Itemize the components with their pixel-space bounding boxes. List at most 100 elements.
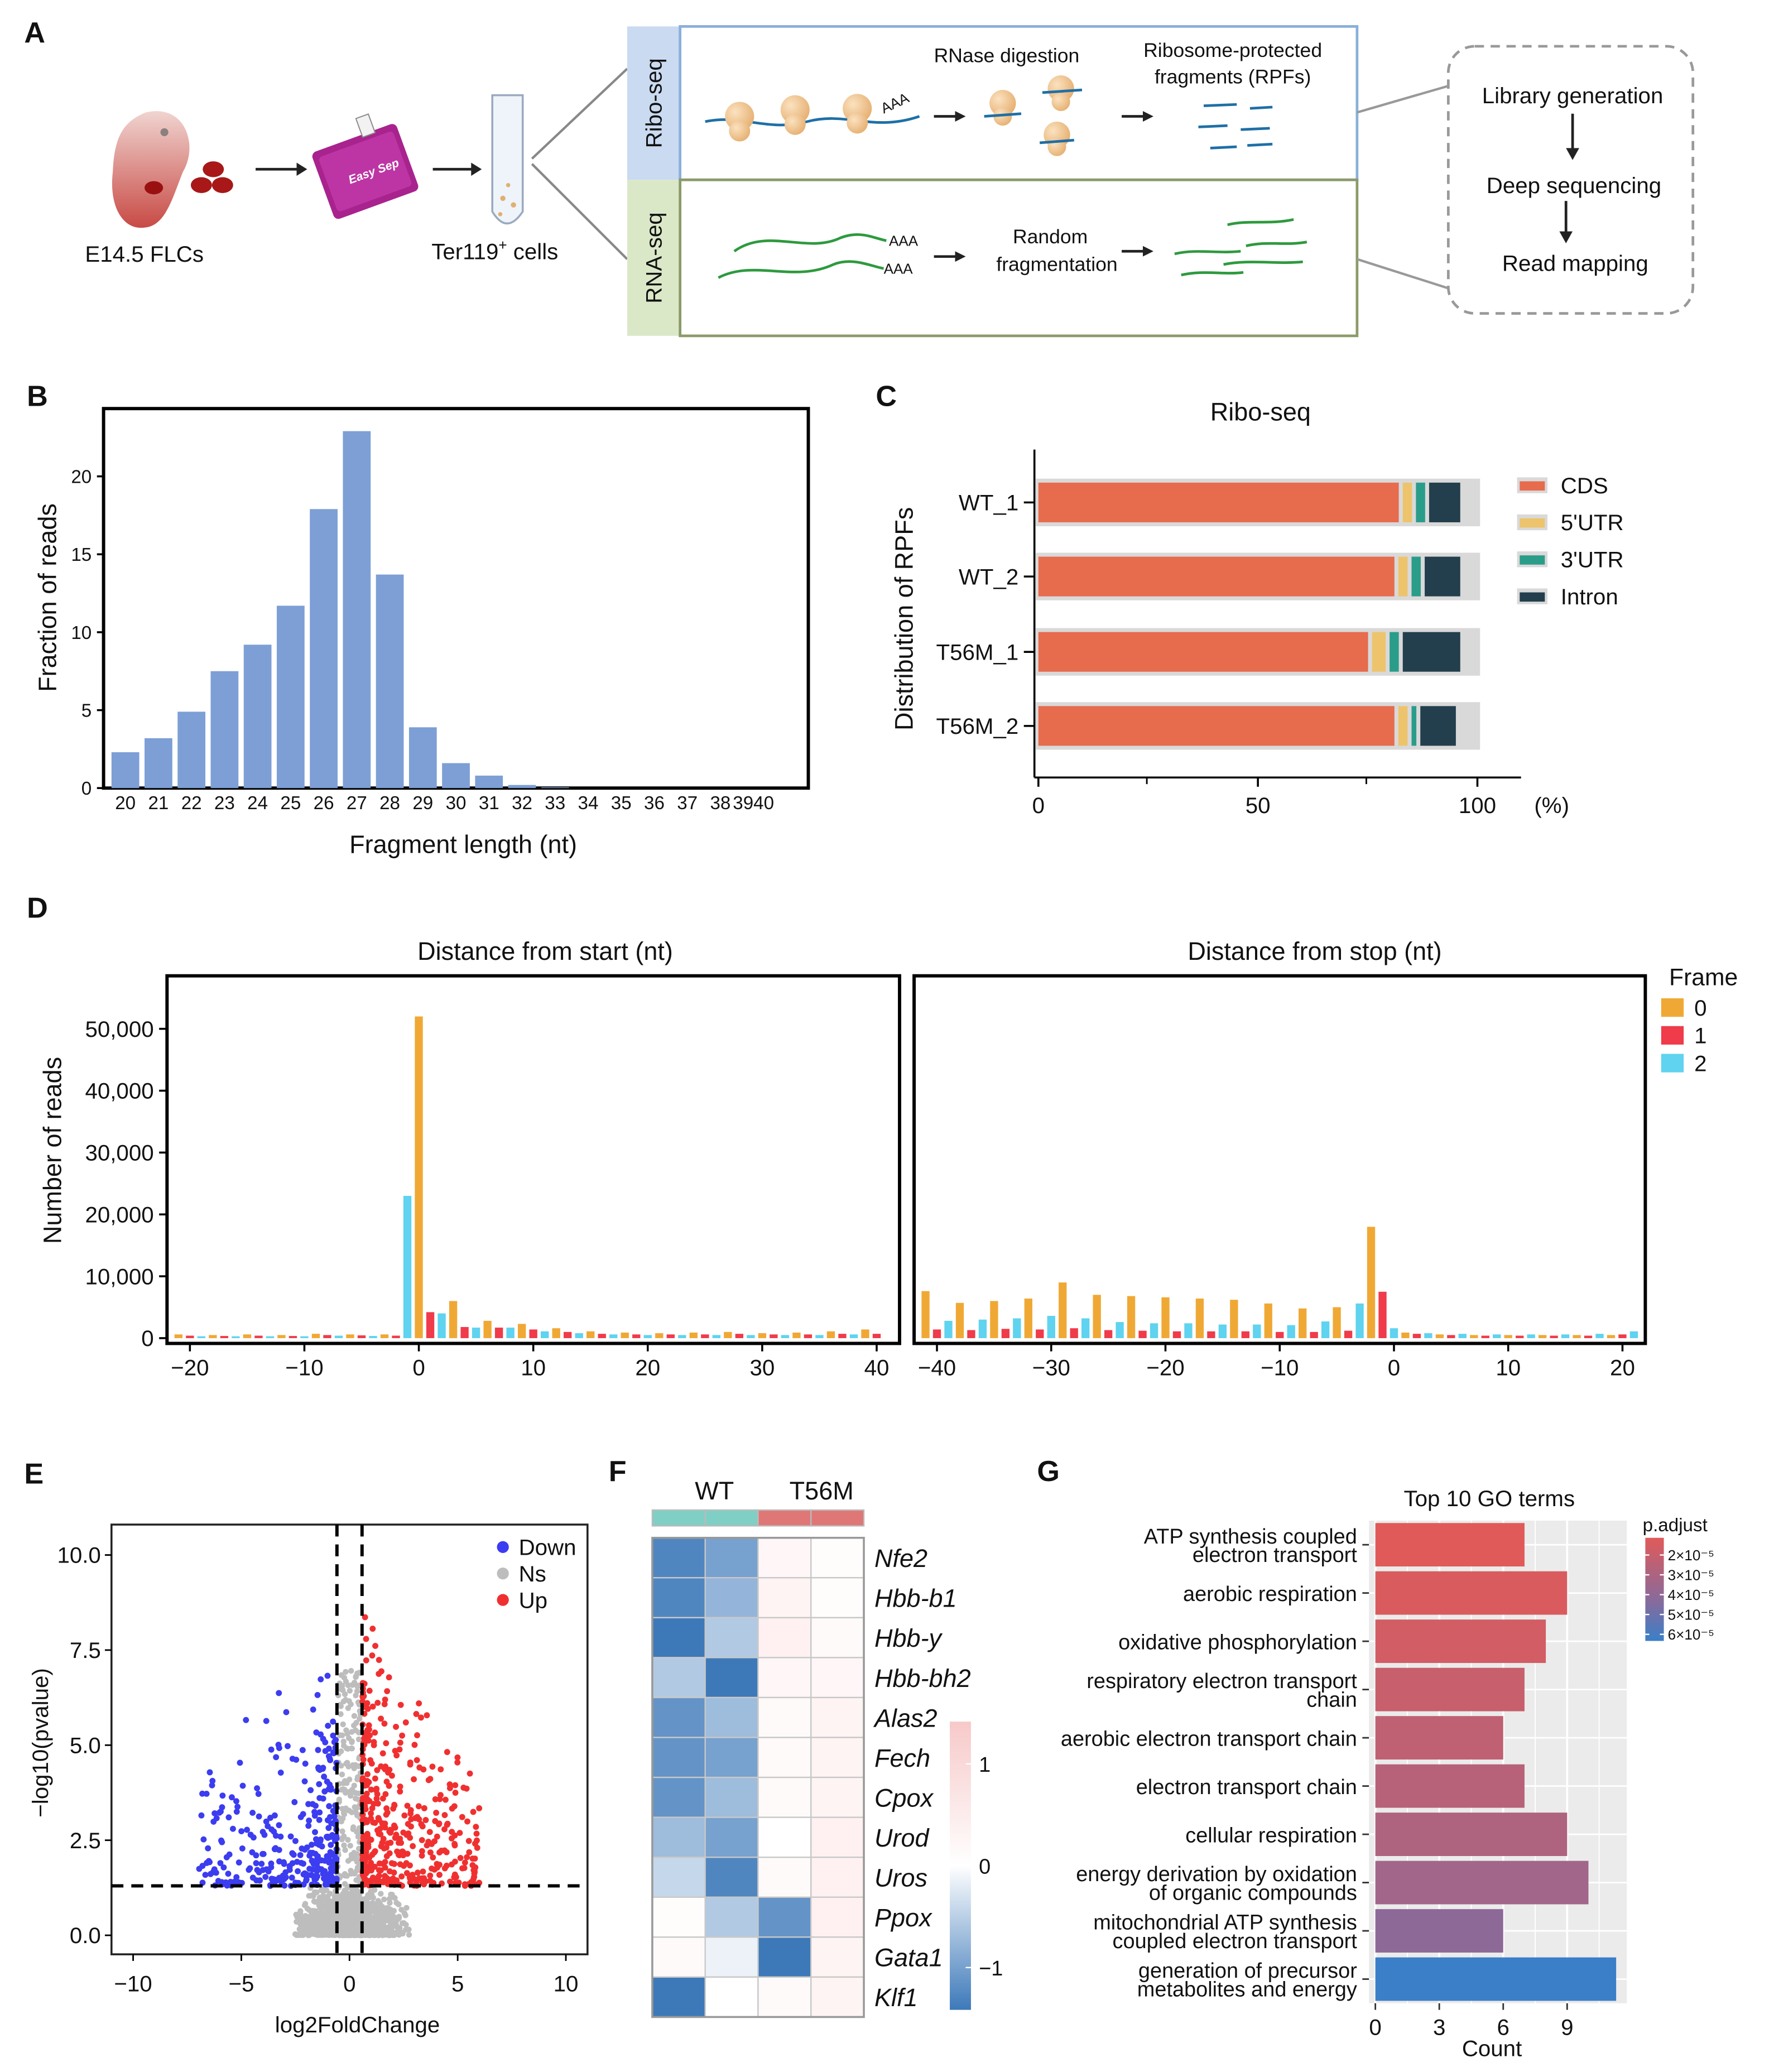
chart-e-point-ns [331,1893,338,1900]
panel-a: A E14.5 FLCs Easy Sep [24,17,1695,338]
chart-b-bars [111,431,569,789]
chart-g-xticks: 0 3 6 9 [1369,2003,1574,2040]
heatmap-cell-Nfe2-2 [757,1537,812,1579]
chart-e-point-up [457,1855,464,1861]
chart-e-point-up [383,1740,390,1747]
chart-b-xtick: 34 [578,793,599,814]
chart-d-ytick: 10,000 [85,1264,153,1289]
heatmap-row-label: Uros [874,1864,927,1892]
chart-e-xtick: 10 [554,1971,579,1996]
chart-d-bar [1355,1303,1364,1338]
chart-e-point-down [316,1795,323,1801]
chart-e-point-up [444,1821,450,1828]
chart-e-point-ns [384,1914,390,1921]
chart-d-bar [426,1312,435,1338]
chart-e-point-down [226,1851,233,1858]
chart-e-point-ns [388,1891,394,1898]
chart-g-bar [1375,1813,1568,1857]
heatmap-cell-Uros-3 [810,1857,865,1898]
chart-e-point-down [308,1842,315,1848]
chart-c-category: T56M_2 [936,714,1019,739]
chart-d-bar [815,1335,824,1338]
chart-e-point-up [364,1771,371,1777]
chart-e-point-up [406,1874,413,1881]
chart-e-point-down [287,1833,294,1840]
chart-d-bar [678,1335,686,1338]
chart-e-point-ns [391,1908,397,1914]
chart-c-legend-swatch [1520,518,1545,528]
panel-c-label: C [876,380,897,412]
chart-g-xtick: 9 [1561,2015,1573,2040]
chart-d-ylabel: Number of reads [39,1057,67,1244]
heatmap-cell-Urod-3 [810,1816,865,1858]
chart-e-point-down [324,1834,330,1840]
chart-e-point-up [372,1729,378,1736]
chart-g-term: energy derivation by oxidation [1076,1863,1357,1886]
chart-g-term: generation of precursor [1138,1959,1357,1983]
chart-d-bar [1299,1308,1307,1338]
chart-e-point-up [387,1839,394,1846]
chart-e-point-down [253,1860,259,1867]
chart-e-point-down [271,1845,278,1852]
chart-d-bar [1104,1330,1113,1338]
chart-d-bar [1378,1291,1387,1338]
chart-e-point-down [239,1845,246,1852]
chart-d-bar [472,1328,480,1338]
chart-e-point-up [397,1835,403,1842]
chart-b-yticks: 0 5 10 15 20 [71,467,104,799]
chart-d-bar [392,1335,400,1338]
chart-d-xtick: −20 [1146,1355,1184,1380]
chart-e-ytick: 10.0 [57,1543,100,1568]
chart-e-point-ns [349,1729,355,1735]
chart-b-xtick: 32 [512,793,532,814]
heatmap-row-label: Hbb-bh2 [874,1664,971,1693]
chart-d-bar [346,1334,354,1338]
heatmap-row-label: Cpox [874,1783,934,1812]
chart-e-point-up [366,1726,372,1733]
chart-e-point-ns [341,1675,348,1681]
chart-e-point-up [399,1732,406,1739]
chart-e-point-up [444,1749,450,1756]
chart-b-ylabel: Fraction of reads [33,503,61,692]
chart-d-bar [978,1319,987,1338]
chart-d-bar [1493,1334,1501,1338]
chart-e-point-up [461,1859,468,1866]
chart-e-point-ns [349,1930,355,1936]
chart-g-term: cellular respiration [1185,1824,1357,1847]
chart-e-point-up [363,1790,370,1797]
chart-d-bar [1607,1335,1616,1338]
chart-e-point-down [199,1790,205,1797]
chart-d-bar [609,1334,618,1338]
chart-b-xtick: 20 [115,793,136,814]
rnase-step-label: RNase digestion [934,44,1080,66]
chart-e-point-ns [403,1921,409,1928]
chart-e-point-up [386,1674,392,1681]
chart-d-bar [1550,1335,1558,1338]
chart-d-bar [232,1336,240,1338]
chart-e-point-up [426,1829,433,1835]
heatmap-scale-ticks: 1 0 −1 [965,1753,1003,1980]
chart-e-point-ns [338,1748,344,1754]
chart-d-bar [1390,1328,1398,1338]
chart-e-thresholds [111,1525,588,1955]
chart-d-bar [1458,1334,1467,1338]
chart-c-bars: WT_1 WT_2 T56M_1 T56M_2 [936,478,1480,750]
chart-e-point-down [315,1747,321,1753]
chart-e-point-ns [353,1890,359,1896]
chart-e-point-up [386,1828,393,1835]
riboseq-tag [627,26,680,180]
chart-d-bar [632,1334,641,1338]
chart-d-bar [1241,1331,1249,1338]
chart-e-point-up [394,1848,401,1855]
chart-b-frame [102,407,810,790]
chart-e-point-up [449,1829,455,1835]
chart-e-point-up [368,1810,374,1817]
chart-e-point-up [461,1882,468,1889]
chart-e-point-down [227,1878,234,1885]
chart-d-title-stop: Distance from stop (nt) [1188,937,1441,965]
chart-e-point-ns [389,1930,395,1936]
chart-e-point-down [327,1784,334,1791]
chart-e-point-down [316,1781,323,1787]
